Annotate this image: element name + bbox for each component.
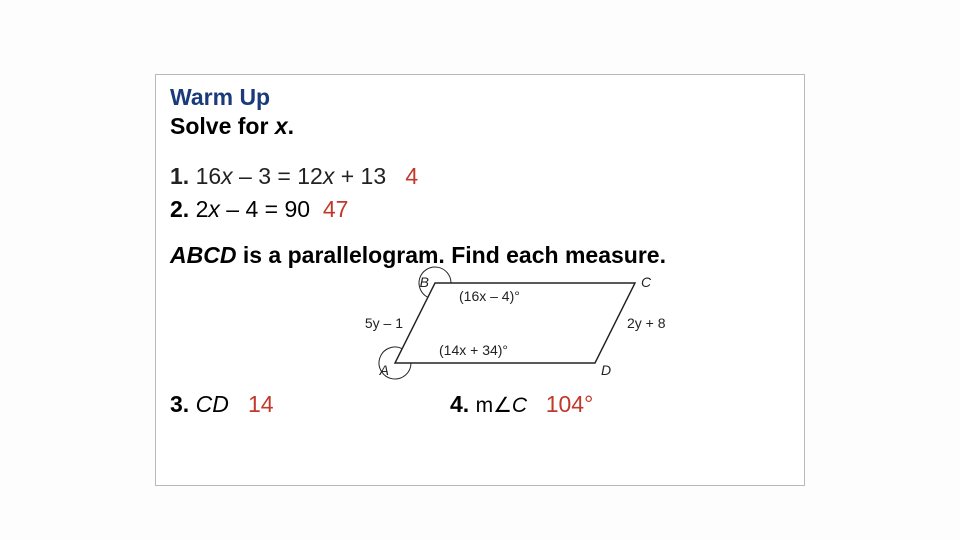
p4-answer: 104° [546, 391, 594, 417]
problem-4: 4. m∠C 104° [450, 391, 790, 418]
title-line1: Warm Up [170, 83, 790, 112]
vertex-B: B [420, 274, 429, 290]
p2-var1: x [208, 196, 220, 222]
vertex-C: C [641, 274, 652, 290]
p2-b: – 4 = 90 [220, 196, 310, 222]
p3-answer: 14 [248, 391, 274, 417]
p2-answer: 47 [323, 196, 349, 222]
p1-answer: 4 [405, 163, 418, 189]
p1-var2: x [323, 163, 335, 189]
angle-symbol: ∠ [493, 394, 512, 417]
side-right-label: 2y + 8 [627, 315, 666, 331]
problem-1: 1. 16x – 3 = 12x + 13 4 [170, 163, 790, 190]
warmup-card: Warm Up Solve for x. 1. 16x – 3 = 12x + … [155, 74, 805, 486]
parallelogram-diagram: A B C D (16x – 4)° (14x + 34)° 5y – 1 2y… [170, 263, 790, 383]
vertex-D: D [601, 362, 611, 378]
p4-label: m∠C [476, 394, 533, 417]
p3-label: CD [196, 391, 229, 417]
problem-2: 2. 2x – 4 = 90 47 [170, 196, 790, 223]
p4-c: C [512, 394, 527, 417]
bottom-problems: 3. CD 14 4. m∠C 104° [170, 391, 790, 418]
vertex-A: A [379, 362, 389, 378]
p1-c: + 13 [334, 163, 386, 189]
p2-a: 2 [189, 196, 208, 222]
angle-top-label: (16x – 4)° [459, 288, 520, 304]
diagram-svg: A B C D (16x – 4)° (14x + 34)° 5y – 1 2y… [170, 263, 810, 383]
p2-num: 2. [170, 196, 189, 222]
p4-m: m [476, 394, 494, 417]
title-var: x [275, 113, 288, 139]
p1-a: 16 [189, 163, 221, 189]
side-left-label: 5y – 1 [365, 315, 403, 331]
p4-num: 4. [450, 391, 469, 417]
title-pre: Solve for [170, 113, 275, 139]
title-post: . [288, 113, 294, 139]
p1-b: – 3 = 12 [233, 163, 323, 189]
p1-var1: x [221, 163, 233, 189]
title-block: Warm Up Solve for x. [170, 83, 790, 141]
problem-3: 3. CD 14 [170, 391, 450, 418]
angle-bottom-label: (14x + 34)° [439, 342, 508, 358]
p3-num: 3. [170, 391, 189, 417]
title-line2: Solve for x. [170, 112, 790, 141]
p1-num: 1. [170, 163, 189, 189]
